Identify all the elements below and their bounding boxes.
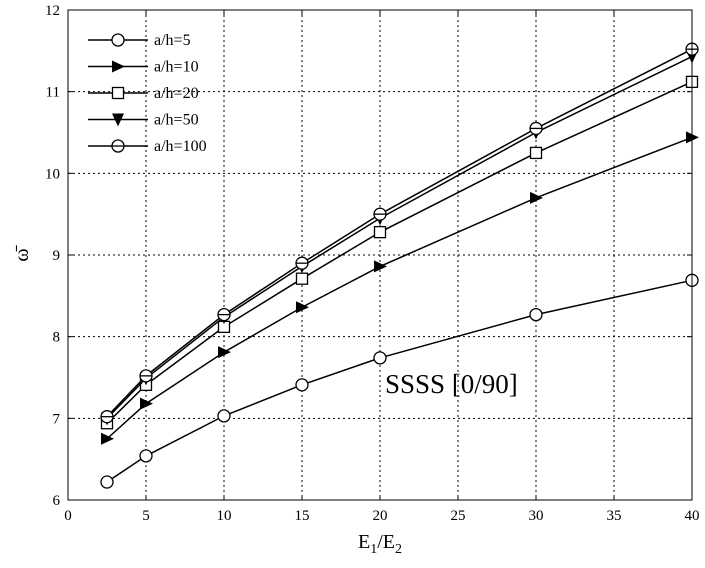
series-2 [101, 131, 699, 445]
x-tick-label: 25 [451, 508, 466, 524]
x-tick-label: 0 [64, 508, 72, 524]
data-point [217, 409, 231, 423]
x-label-sep: /E [377, 531, 395, 553]
y-tick-label: 9 [53, 248, 61, 264]
data-point [111, 86, 125, 100]
legend-label: a/h=50 [154, 112, 199, 129]
data-point [530, 191, 543, 204]
legend-entry: a/h=10 [88, 59, 199, 76]
data-point [529, 146, 543, 160]
series-line [106, 48, 693, 418]
x-label-sub1: 1 [370, 542, 377, 557]
legend-entry: a/h=5 [88, 32, 191, 49]
grid [68, 10, 692, 500]
data-point [140, 397, 153, 410]
x-tick-label: 30 [529, 508, 544, 524]
y-tick-label: 11 [46, 85, 60, 101]
y-tick-label: 8 [53, 330, 61, 346]
data-point [374, 260, 387, 273]
legend: a/h=5 a/h=10 a/h=20 a/h=50 a/h=100 [88, 32, 207, 155]
legend-label: a/h=100 [154, 138, 207, 155]
axis-ticks: 0 5 10 15 20 25 30 35 40 6 7 8 9 10 11 12 [45, 3, 700, 524]
x-label-main: E [358, 531, 370, 553]
data-point [101, 432, 114, 445]
series-1 [100, 273, 699, 489]
y-tick-label: 7 [53, 411, 61, 427]
data-point [100, 475, 114, 489]
legend-label: a/h=20 [154, 85, 199, 102]
data-point [295, 378, 309, 392]
annotation: SSSS [0/90] [385, 369, 518, 399]
data-point [139, 449, 153, 463]
y-tick-label: 12 [45, 3, 60, 19]
legend-label: a/h=10 [154, 59, 199, 76]
data-point [111, 33, 125, 47]
legend-entry: a/h=20 [88, 85, 199, 102]
data-point [295, 272, 309, 285]
data-point [112, 113, 124, 127]
series-lines [100, 42, 699, 489]
x-tick-label: 20 [373, 508, 388, 524]
x-tick-label: 15 [295, 508, 310, 524]
data-point [112, 60, 125, 73]
legend-entry: a/h=50 [88, 112, 199, 129]
x-label-sub2: 2 [395, 542, 402, 557]
series-5 [100, 42, 699, 424]
data-point [529, 307, 543, 322]
x-tick-label: 35 [607, 508, 622, 524]
y-tick-label: 6 [53, 493, 61, 509]
data-point [218, 346, 231, 359]
y-tick-label: 10 [45, 166, 60, 182]
data-point [373, 225, 387, 239]
legend-label: a/h=5 [154, 32, 191, 49]
x-axis-label: E1/E2 [358, 531, 402, 557]
legend-entry: a/h=100 [88, 138, 207, 155]
y-axis-label: ω̄ [11, 244, 33, 261]
data-point [296, 301, 309, 314]
x-tick-label: 40 [685, 508, 700, 524]
x-tick-label: 5 [142, 508, 150, 524]
data-point [373, 351, 387, 365]
x-tick-label: 10 [217, 508, 232, 524]
